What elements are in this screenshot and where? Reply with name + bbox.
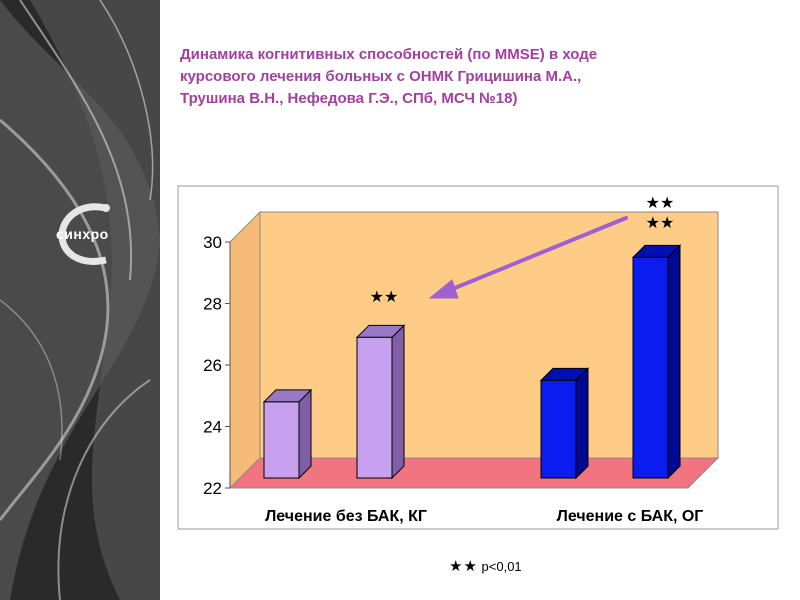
significance-stars-group2-top: ★★ [646,193,675,212]
slide-title: Динамика когнитивных способностей (по MM… [180,44,780,110]
plot-side-wall [229,210,261,490]
bar [355,324,406,480]
bar-front [263,401,300,479]
category-label: Лечение без БАК, КГ [265,508,427,525]
bar-front [540,379,577,479]
comparison-arrow [428,216,628,299]
decorative-swirl-background [0,0,160,600]
y-tick-label: 28 [203,295,222,314]
arrow-shaft [448,216,628,292]
footnote-text: p<0,01 [481,559,522,574]
bar [262,388,313,480]
sinhro-logo-icon [58,203,110,265]
title-line-2: курсового лечения больных с ОНМК Грициши… [180,68,582,85]
footnote-stars: ★★ [449,558,478,575]
logo-text: синхро [56,226,109,242]
plot-floor [228,457,720,489]
y-tick-label: 26 [203,356,222,375]
y-tick-label: 22 [203,479,222,498]
title-line-1: Динамика когнитивных способностей (по MM… [180,46,598,63]
bar-side [575,367,589,480]
bar-side [298,388,312,480]
significance-stars-group2-bottom: ★★ [646,213,675,232]
y-tick-label: 30 [203,233,222,252]
title-line-3: Трушина В.Н., Нефедова Г.Э., СПб, МСЧ №1… [180,90,518,107]
significance-stars-group1: ★★ [370,287,399,306]
y-tick-label: 24 [203,418,222,437]
arrow-head [428,279,459,299]
footnote: ★★ p<0,01 [449,557,522,575]
bar [631,244,682,480]
category-label: Лечение с БАК, ОГ [557,508,704,525]
bar-side [667,244,681,480]
bar-front [632,256,669,479]
bar [539,367,590,480]
bar-front [356,336,393,479]
bar-side [391,324,405,480]
